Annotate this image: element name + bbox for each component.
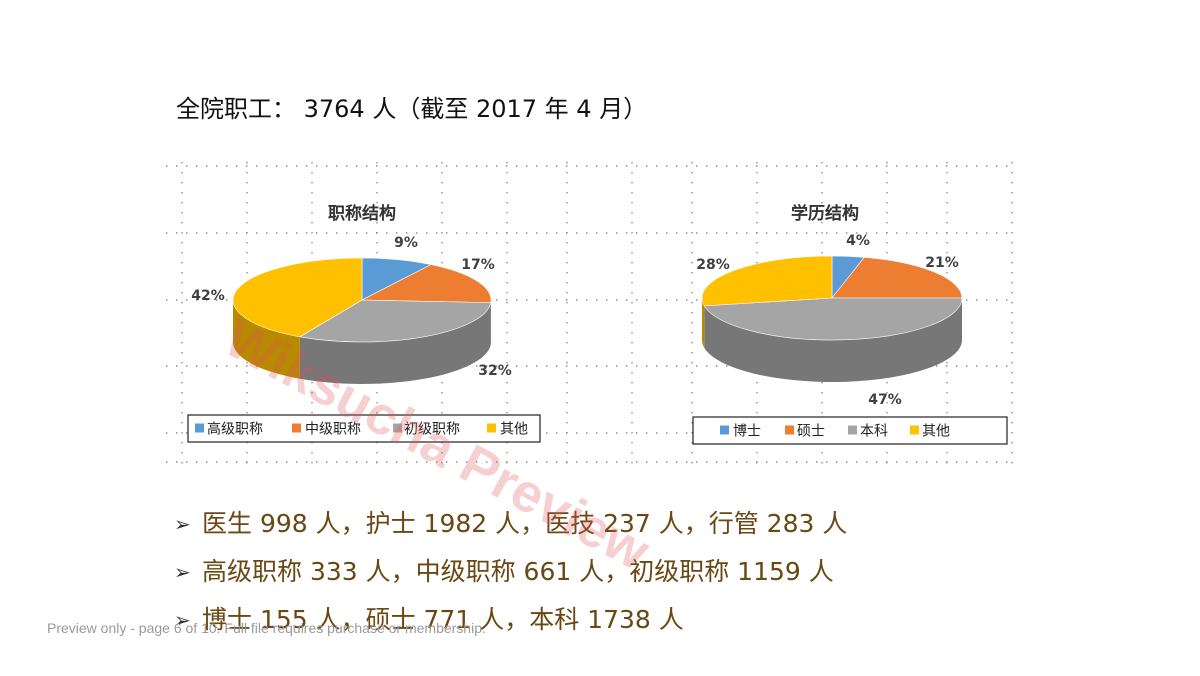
charts-area: 职称结构 学历结构 9%17%32%42%高级职称 中级职称 初级职称 其他 4%21… xyxy=(166,162,1014,465)
legend-swatch xyxy=(785,425,794,435)
bullet-item: ➢ 高级职称 333 人，中级职称 661 人，初级职称 1159 人 xyxy=(174,548,847,596)
data-label-unit: % xyxy=(481,257,495,273)
data-label-unit: % xyxy=(498,363,512,379)
legend-swatch xyxy=(720,425,729,435)
legend-label: 其他 xyxy=(922,424,950,440)
legend-label: 初级职称 xyxy=(404,421,460,438)
pie-chart-education-structure: 4%21%47%28%博士 硕士 本科 其他 xyxy=(692,233,1008,445)
legend-swatch xyxy=(910,425,919,435)
legend-item: 其他 xyxy=(910,424,950,440)
preview-footer-note: Preview only - page 6 of 10. Full file r… xyxy=(47,620,486,636)
bullet-item: ➢ 博士 155 人，硕士 771 人，本科 1738 人 xyxy=(174,596,847,644)
data-label-value: 28 xyxy=(696,257,715,273)
legend-item: 博士 xyxy=(720,423,761,440)
chart-title-right: 学历结构 xyxy=(791,203,859,224)
legend-item: 高级职称 xyxy=(195,421,263,438)
arrow-bullet-icon: ➢ xyxy=(174,512,191,536)
arrow-bullet-icon: ➢ xyxy=(174,608,191,632)
data-label: 17% xyxy=(461,257,495,273)
data-label-unit: % xyxy=(945,255,959,271)
legend-label: 中级职称 xyxy=(305,422,361,438)
data-label: 32% xyxy=(478,363,512,379)
data-label: 21% xyxy=(925,255,959,271)
bullet-text: 高级职称 333 人，中级职称 661 人，初级职称 1159 人 xyxy=(202,557,834,586)
legend-item: 硕士 xyxy=(785,424,825,440)
data-label-value: 17 xyxy=(461,257,480,273)
legend-swatch xyxy=(393,423,402,433)
pie-slice-side xyxy=(299,302,491,384)
slide-title: 全院职工： 3764 人（截至 2017 年 4 月） xyxy=(176,95,648,123)
pie-slice xyxy=(299,299,492,343)
pie-slice xyxy=(361,264,492,303)
legend-swatch xyxy=(848,425,857,435)
legend-label: 博士 xyxy=(733,423,761,440)
data-label-value: 42 xyxy=(191,288,210,304)
legend-swatch xyxy=(292,423,301,433)
bullet-text: 博士 155 人，硕士 771 人，本科 1738 人 xyxy=(202,605,684,634)
legend: 高级职称 中级职称 初级职称 其他 xyxy=(187,414,541,443)
legend-label: 高级职称 xyxy=(207,421,263,438)
data-label-unit: % xyxy=(404,235,418,251)
legend-swatch xyxy=(487,423,496,433)
bullet-text: 医生 998 人，护士 1982 人，医技 237 人，行管 283 人 xyxy=(202,509,848,538)
data-label: 42% xyxy=(191,288,225,304)
data-label: 47% xyxy=(868,392,902,408)
data-label: 4% xyxy=(846,233,870,249)
legend-label: 其他 xyxy=(500,422,528,438)
data-label: 28% xyxy=(696,257,730,273)
data-label-unit: % xyxy=(716,257,730,273)
data-label-value: 9 xyxy=(394,235,404,251)
pie-slice-side xyxy=(233,300,300,379)
legend-item: 中级职称 xyxy=(292,422,361,438)
data-label-value: 21 xyxy=(925,255,944,271)
legend-item: 其他 xyxy=(487,422,528,438)
pie-slice xyxy=(703,297,963,341)
legend-item: 初级职称 xyxy=(393,421,460,438)
bullet-list: ➢ 医生 998 人，护士 1982 人，医技 237 人，行管 283 人 ➢… xyxy=(174,500,847,644)
legend-item: 本科 xyxy=(848,424,888,440)
bullet-item: ➢ 医生 998 人，护士 1982 人，医技 237 人，行管 283 人 xyxy=(174,500,847,548)
chart-title-left: 职称结构 xyxy=(328,203,396,224)
data-label: 9% xyxy=(394,235,418,251)
arrow-bullet-icon: ➢ xyxy=(174,560,191,584)
legend-swatch xyxy=(195,423,204,433)
pie-slice-side xyxy=(702,298,705,348)
legend-label: 硕士 xyxy=(797,424,825,440)
legend-box xyxy=(187,414,541,443)
data-label-unit: % xyxy=(211,288,225,304)
data-label-value: 32 xyxy=(478,363,497,379)
pie-side-walls xyxy=(233,300,491,384)
pie-chart-title-structure: 9%17%32%42%高级职称 中级职称 初级职称 其他 xyxy=(187,235,541,443)
pie-slice xyxy=(701,255,833,307)
legend: 博士 硕士 本科 其他 xyxy=(692,416,1008,445)
legend-label: 本科 xyxy=(860,424,888,440)
data-label-value: 4 xyxy=(846,233,856,249)
data-label-unit: % xyxy=(888,392,902,408)
pie-slice xyxy=(232,257,363,338)
data-label-unit: % xyxy=(856,233,870,249)
pie-slice xyxy=(831,257,963,299)
data-label-value: 47 xyxy=(868,392,887,408)
